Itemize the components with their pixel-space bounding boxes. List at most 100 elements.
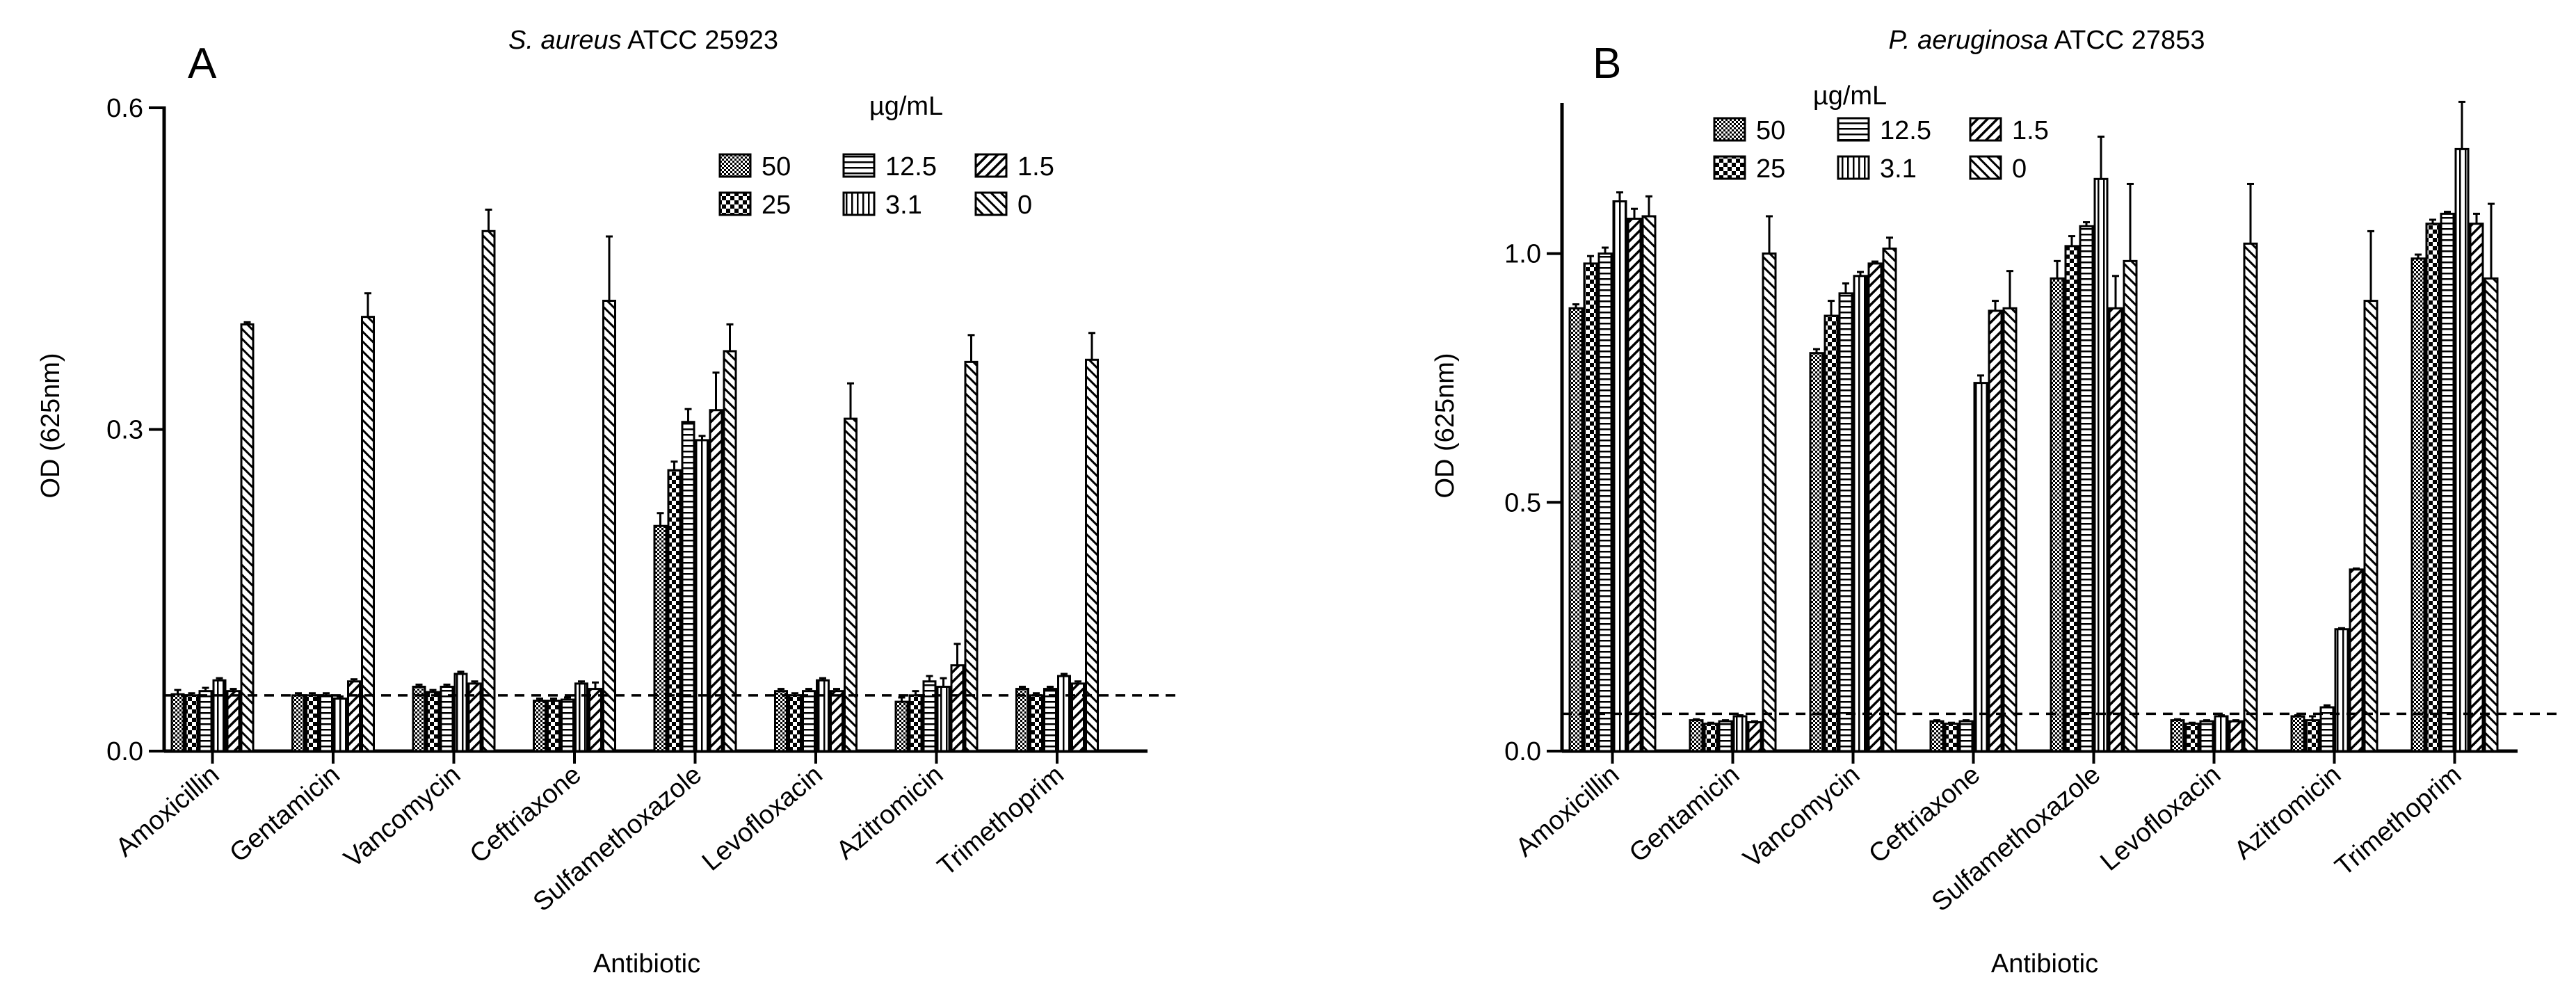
legend-label: 50 [1756, 116, 1785, 145]
bar [561, 698, 574, 752]
panel-a-chart: 0.0 0.3 0.6 Amoxicillin GentamicinVancomycin… [106, 94, 1175, 917]
panel-b-letter: B [1593, 40, 1621, 88]
x-tick-label: Ceftriaxone [465, 760, 587, 869]
bar [361, 316, 375, 752]
legend-swatch [974, 153, 1008, 178]
y-tick-label: 0.3 [106, 416, 143, 445]
bar [1641, 215, 1657, 752]
bar [816, 679, 830, 752]
bar [950, 664, 965, 752]
bar [226, 690, 241, 752]
bar [533, 700, 547, 752]
bar [2228, 720, 2244, 752]
legend-swatch [718, 153, 752, 178]
bar [1809, 352, 1824, 752]
bar [1057, 675, 1071, 752]
panel-b-chart: 0.0 0.5 1.0 AmoxicillinGentamicinVancomycin… [1504, 100, 2559, 917]
legend-label: 50 [762, 152, 791, 182]
panel-a-xlabel: Antibiotic [593, 949, 700, 979]
bar [2363, 300, 2378, 752]
bar [212, 679, 227, 752]
x-tick-label: Amoxicillin [1511, 760, 1625, 863]
bar [964, 360, 979, 752]
bar [2199, 720, 2214, 752]
x-tick-label: Trimethoprim [2330, 760, 2467, 882]
panel-b-legend-unit: µg/mL [1813, 81, 1887, 111]
panel-b-title: P. aeruginosa ATCC 27853 [1889, 26, 2205, 55]
x-tick-label: Vancomycin [1738, 760, 1865, 874]
bar [802, 690, 816, 752]
bar [2170, 719, 2185, 752]
bar [653, 524, 668, 752]
bar [1929, 720, 1945, 752]
bar [240, 323, 255, 752]
bar [667, 469, 682, 752]
bar [1944, 723, 1959, 752]
x-tick-label: Amoxicillin [111, 760, 225, 863]
bar [1085, 358, 1099, 752]
bar [1568, 307, 1584, 752]
bar [1689, 719, 1704, 752]
bar [2469, 223, 2484, 752]
bar [709, 409, 723, 752]
x-tick-label: Levofloxacin [697, 760, 828, 877]
legend-label: 12.5 [885, 152, 937, 182]
bar [2050, 277, 2065, 752]
bar [426, 691, 440, 752]
bar [2349, 568, 2364, 752]
bar [695, 439, 709, 752]
bar [2002, 307, 2018, 752]
legend-label: 3.1 [1880, 154, 1917, 184]
bar [481, 230, 496, 752]
bar [170, 693, 185, 752]
bar [1973, 382, 1988, 752]
bar [830, 690, 844, 752]
y-tick-label: 0.6 [106, 94, 143, 123]
legend-swatch [1713, 155, 1746, 180]
legend-swatch [842, 153, 876, 178]
x-tick-label: Levofloxacin [2095, 760, 2226, 877]
x-tick-label: Trimethoprim [932, 760, 1069, 882]
bar [184, 694, 199, 752]
bar [2305, 719, 2320, 752]
bar [1958, 720, 1974, 752]
bar [1029, 694, 1043, 752]
bar [453, 673, 468, 752]
x-tick-label: Gentamicin [225, 760, 346, 869]
bar [894, 700, 909, 752]
bar [2484, 277, 2499, 752]
legend-swatch [1969, 155, 2002, 180]
bar [1583, 262, 1598, 752]
legend-swatch [1837, 117, 1870, 142]
bar [2425, 223, 2440, 752]
x-tick-label: Ceftriaxone [1863, 760, 1986, 869]
y-tick-label: 0.0 [1504, 737, 1541, 766]
bar [1612, 200, 1627, 752]
bar [291, 694, 305, 752]
y-tick-label: 1.0 [1504, 240, 1541, 269]
y-tick-label: 0.0 [106, 737, 143, 766]
bar [2064, 245, 2079, 752]
bar [2454, 147, 2470, 752]
legend-label: 12.5 [1880, 116, 1931, 145]
bar [547, 700, 561, 752]
x-tick-label: Gentamicin [1624, 760, 1745, 869]
bar [2214, 715, 2229, 752]
bar [2243, 242, 2258, 752]
bar [922, 680, 937, 752]
panel-a-ylabel: OD (625nm) [36, 353, 65, 498]
panel-b-ylabel: OD (625nm) [1431, 353, 1460, 498]
x-tick-label: Azitromicin [831, 760, 949, 866]
legend-swatch [842, 191, 876, 216]
bar [198, 690, 213, 752]
legend-label: 3.1 [885, 191, 922, 220]
bar [347, 680, 361, 752]
bar [2108, 307, 2123, 752]
bar [467, 682, 482, 752]
bar [2440, 212, 2455, 752]
bar [1762, 252, 1777, 752]
bar [2334, 628, 2349, 752]
bar [844, 417, 858, 752]
bar [2123, 259, 2138, 752]
